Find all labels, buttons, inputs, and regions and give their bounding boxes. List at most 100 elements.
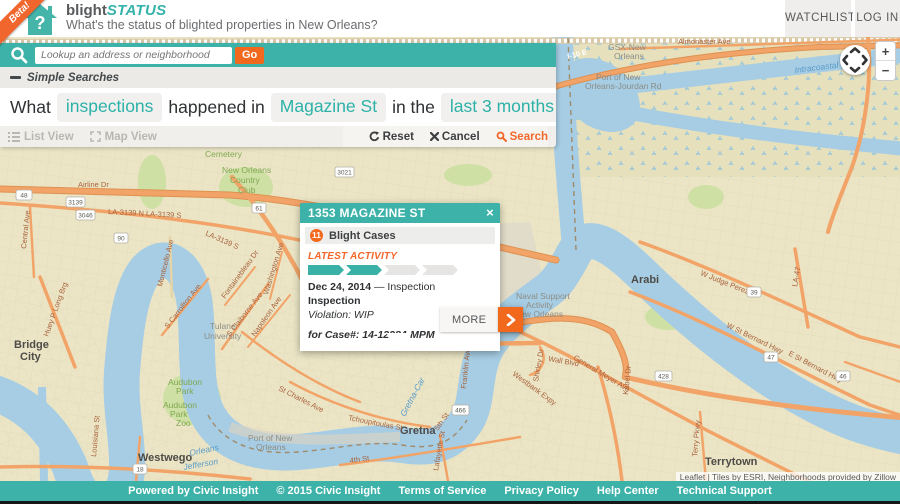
map-label-road: Louisiana St xyxy=(89,414,102,457)
footer-link-terms[interactable]: Terms of Service xyxy=(398,485,487,497)
svg-text:?: ? xyxy=(35,13,46,33)
highway-shield: 90 xyxy=(117,236,125,243)
highway-shield: 18 xyxy=(136,467,144,474)
watchlist-button[interactable]: WATCHLIST xyxy=(783,0,855,37)
chevron-right-icon xyxy=(506,313,516,326)
search-input[interactable] xyxy=(35,46,232,64)
popup-close-icon[interactable]: × xyxy=(486,205,494,220)
highway-shield: 46 xyxy=(839,374,847,381)
map-label-area: Cemetery xyxy=(205,149,243,159)
map-label-area: Naval Support xyxy=(516,291,571,301)
activity-date: Dec 24, 2014 xyxy=(308,281,372,293)
highway-shield: 3139 xyxy=(68,200,83,207)
popup-header: 1353 MAGAZINE ST × xyxy=(300,203,500,223)
cancel-label: Cancel xyxy=(441,130,480,143)
search-label: Search xyxy=(509,130,548,143)
highway-shield: 48 xyxy=(20,193,28,200)
map-label-area: Country xyxy=(230,175,261,185)
activity-date-line: Dec 24, 2014 — Inspection xyxy=(308,281,492,293)
search-submit-button[interactable]: Search xyxy=(496,131,548,143)
map-label-area: Zoo xyxy=(176,418,191,428)
list-view-toggle[interactable]: List View xyxy=(8,131,74,143)
footer-link-copyright[interactable]: © 2015 Civic Insight xyxy=(276,485,381,497)
map-label-area: Orleans-Jourdan Rd xyxy=(585,81,662,91)
map-label-area: GSX-New xyxy=(608,42,647,52)
progress-segment xyxy=(422,265,458,275)
map-label-road: Airline Dr xyxy=(78,180,109,189)
activity-name: Inspection xyxy=(308,295,361,307)
footer-link-support[interactable]: Technical Support xyxy=(676,485,772,497)
query-sentence: What inspections happened in Magazine St… xyxy=(0,88,556,126)
progress-segment xyxy=(384,265,420,275)
query-chip-inspections[interactable]: inspections xyxy=(56,92,163,122)
highway-shield: 61 xyxy=(255,206,263,213)
simple-searches-bar[interactable]: Simple Searches xyxy=(0,67,556,88)
map-label-area: Port of New xyxy=(248,433,293,443)
search-panel: Go Simple Searches What inspections happ… xyxy=(0,43,556,147)
map-label-city: Westwego xyxy=(138,452,192,464)
map-zoom-control: + − xyxy=(875,41,896,81)
map-label-area: Port of New xyxy=(596,72,641,82)
cancel-x-icon xyxy=(429,132,439,141)
map-label-city: Terrytown xyxy=(705,456,758,468)
footer: Powered by Civic Insight © 2015 Civic In… xyxy=(0,481,900,501)
brand-tagline: What's the status of blighted properties… xyxy=(66,18,378,32)
login-button[interactable]: LOG IN xyxy=(853,0,900,37)
search-icon xyxy=(11,47,28,64)
map-label-area: Park xyxy=(170,409,188,419)
highway-shield: 428 xyxy=(658,374,669,381)
highway-shield: 39 xyxy=(750,290,758,297)
map-label-area: Audubon xyxy=(163,400,197,410)
more-arrow-button[interactable] xyxy=(498,307,524,332)
blight-cases-row[interactable]: 11 Blight Cases xyxy=(305,227,495,244)
map-label-area: Orleans xyxy=(256,442,286,452)
map-view-label: Map View xyxy=(104,130,157,143)
cancel-button[interactable]: Cancel xyxy=(429,130,480,143)
reset-icon xyxy=(369,131,379,142)
query-chip-location[interactable]: Magazine St xyxy=(270,92,387,122)
highway-shield: 466 xyxy=(455,408,466,415)
search-small-icon xyxy=(496,131,507,142)
map-pan-control[interactable] xyxy=(840,45,870,75)
go-button[interactable]: Go xyxy=(235,46,265,64)
progress-segment xyxy=(308,265,344,275)
popup-tail xyxy=(386,333,412,348)
brand-status: STATUS xyxy=(106,2,167,19)
map-label-area: New Orleans xyxy=(222,165,271,175)
pan-arrows-icon xyxy=(842,47,868,73)
query-chip-timeframe[interactable]: last 3 months xyxy=(440,92,556,122)
more-button[interactable]: MORE xyxy=(440,307,499,332)
brand-blight: blight xyxy=(66,2,107,19)
zoom-out-button[interactable]: − xyxy=(876,61,895,80)
map-label-road: LA-47 xyxy=(790,266,802,287)
view-toolbar: List View Map View xyxy=(0,126,556,147)
case-count-label: Blight Cases xyxy=(329,229,396,242)
footer-link-help[interactable]: Help Center xyxy=(596,485,659,497)
footer-link-privacy[interactable]: Privacy Policy xyxy=(504,485,579,497)
map-shields: 48 3139 3046 90 61 3021 39 47 46 428 18 … xyxy=(15,166,851,475)
map-label-road: Central Ave xyxy=(19,210,32,249)
map-label-area: Tulane xyxy=(210,321,236,331)
map-view-icon xyxy=(89,131,101,142)
map-label-city: Bridge xyxy=(14,339,49,351)
highway-shield: 3046 xyxy=(78,213,93,220)
map-label-area: Orleans xyxy=(614,51,644,61)
map-label-area: University xyxy=(204,331,242,341)
map-label-road: Terry Pkwy xyxy=(690,420,702,458)
reset-label: Reset xyxy=(382,130,414,143)
map-label-city: Arabi xyxy=(631,274,659,286)
progress-chevron-bar xyxy=(308,265,492,275)
reset-button[interactable]: Reset xyxy=(369,131,414,143)
zoom-in-button[interactable]: + xyxy=(876,42,895,61)
map-label-area: Audubon xyxy=(168,377,202,387)
map-label-road: LA-3139 N LA-3139 S xyxy=(108,207,182,220)
highway-shield: 3021 xyxy=(337,170,352,177)
map-label-road: Almonaster Ave xyxy=(678,37,730,46)
query-word: in the xyxy=(392,96,435,117)
brand-title: blightSTATUS xyxy=(66,2,166,19)
list-view-icon xyxy=(8,131,20,142)
case-count-badge: 11 xyxy=(310,229,323,242)
map-view-toggle[interactable]: Map View xyxy=(89,130,157,143)
footer-link-powered-by[interactable]: Powered by Civic Insight xyxy=(128,485,259,497)
